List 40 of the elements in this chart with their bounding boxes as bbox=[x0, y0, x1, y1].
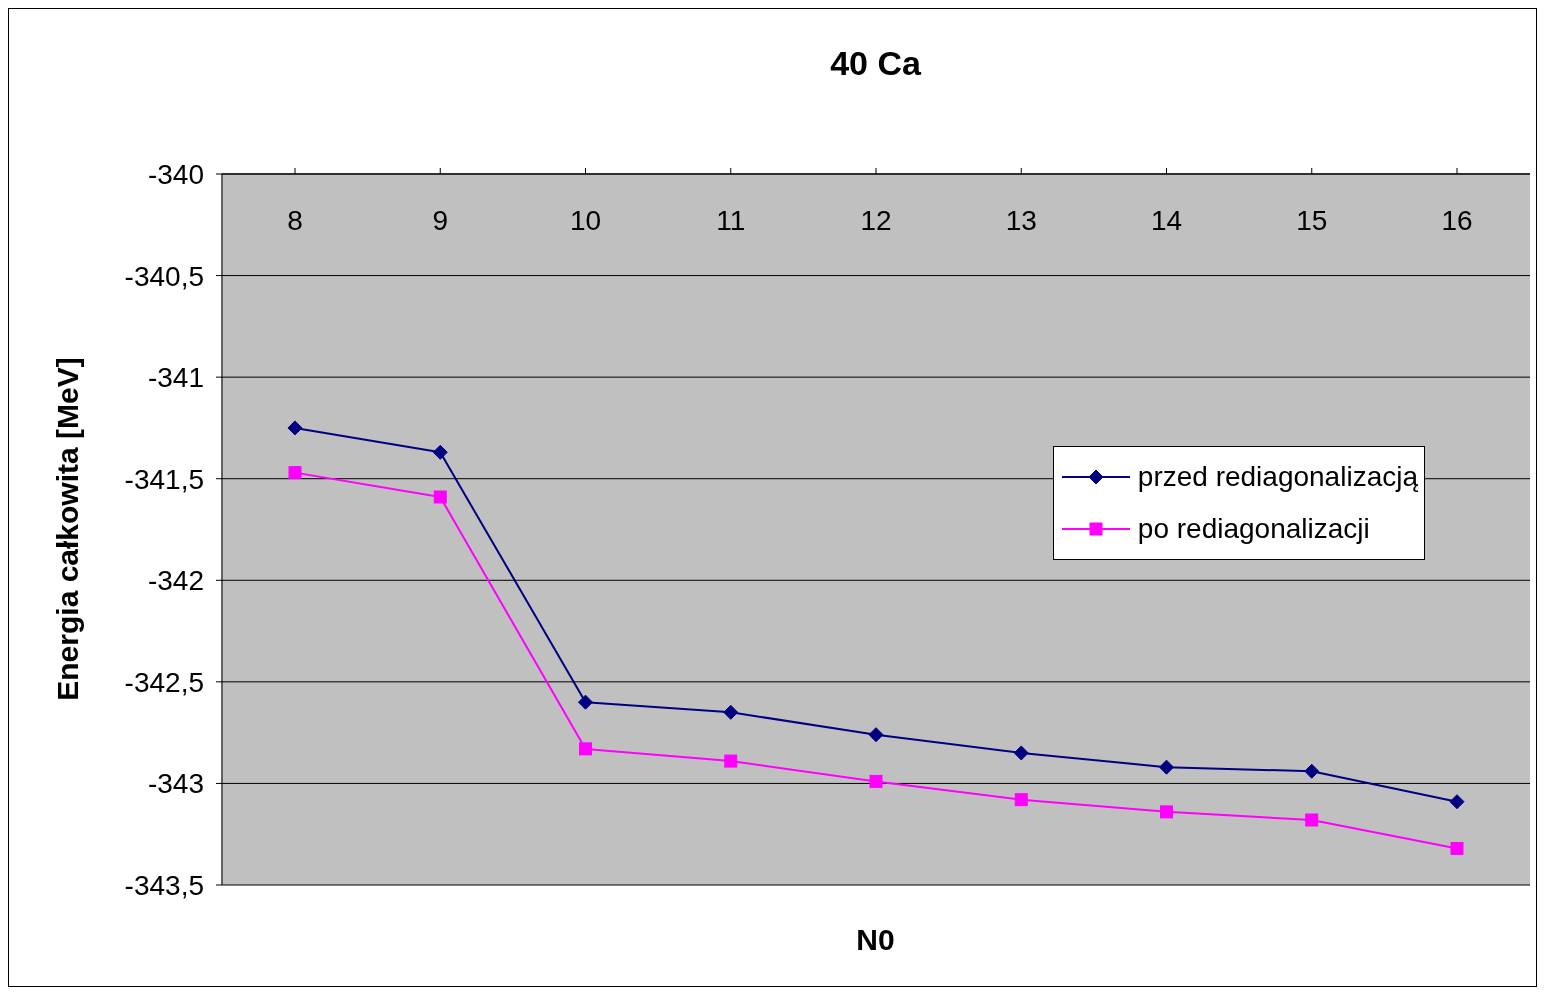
y-tick-label: -340,5 bbox=[124, 260, 204, 292]
x-tick-label: 12 bbox=[860, 205, 892, 236]
x-tick-label: 11 bbox=[716, 205, 746, 236]
point bbox=[1159, 759, 1174, 775]
x-tick-label: 13 bbox=[1005, 205, 1037, 236]
point bbox=[1013, 745, 1029, 761]
point bbox=[1305, 813, 1319, 827]
point bbox=[579, 742, 592, 756]
point bbox=[1449, 794, 1465, 810]
x-tick-label: 16 bbox=[1441, 205, 1473, 236]
y-tick-label: -343 bbox=[147, 768, 204, 800]
point bbox=[287, 420, 303, 436]
chart-title: 40 Ca bbox=[829, 44, 922, 83]
y-tick-label: -341,5 bbox=[124, 463, 204, 495]
x-tick-label: 8 bbox=[287, 205, 303, 236]
point bbox=[578, 694, 593, 710]
y-tick-label: -343,5 bbox=[124, 870, 204, 901]
x-tick-label: 10 bbox=[569, 205, 602, 236]
point bbox=[1160, 805, 1173, 819]
x-tick-label: 9 bbox=[432, 205, 449, 236]
point bbox=[724, 754, 738, 768]
x-tick-label: 15 bbox=[1296, 205, 1328, 236]
y-tick-label: -340 bbox=[147, 159, 204, 190]
point bbox=[432, 444, 448, 460]
x-axis-title: N0 bbox=[855, 923, 896, 957]
point bbox=[1014, 793, 1028, 807]
y-tick-label: -342,5 bbox=[124, 666, 204, 698]
x-tick-label: 14 bbox=[1150, 205, 1183, 236]
legend-label: przed rediagonalizacją bbox=[1137, 461, 1418, 493]
point bbox=[723, 704, 739, 720]
point bbox=[1450, 841, 1464, 855]
legend-label: po rediagonalizacji bbox=[1137, 513, 1370, 545]
point bbox=[433, 490, 447, 504]
y-tick-label: -341 bbox=[147, 362, 204, 394]
point bbox=[288, 466, 302, 480]
y-tick-label: -342 bbox=[147, 565, 204, 597]
point bbox=[868, 727, 884, 743]
point bbox=[1304, 763, 1320, 779]
y-axis-title: Energia całkowita [MeV] bbox=[51, 357, 85, 701]
point bbox=[869, 774, 883, 788]
